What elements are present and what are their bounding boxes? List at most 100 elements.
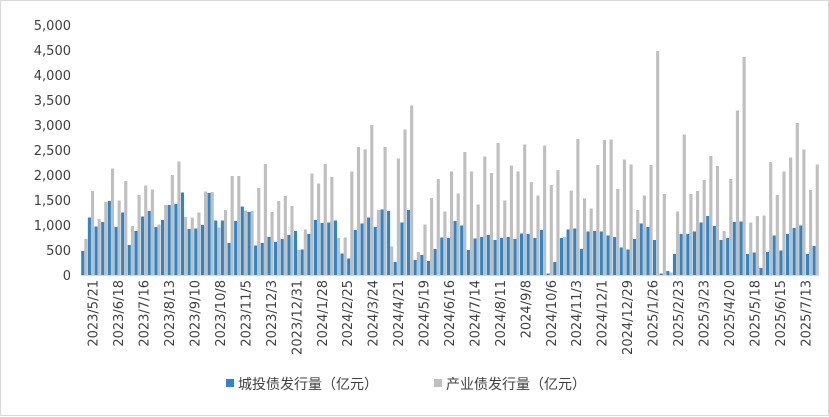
bar-chanye: [576, 139, 580, 275]
bar-chanye: [529, 182, 533, 275]
bars: [81, 51, 819, 275]
x-tick-label: 2023/12/31: [290, 280, 305, 355]
bar-chanye: [283, 196, 287, 275]
bar-chanye: [430, 198, 434, 275]
bar-chanye: [144, 185, 148, 275]
bar-chengtou: [526, 234, 530, 275]
bar-chengtou: [726, 238, 730, 275]
y-tick-label: 500: [46, 244, 71, 259]
bar-chanye: [237, 176, 241, 275]
bar-chengtou: [227, 243, 231, 275]
bar-chengtou: [420, 255, 424, 275]
legend-label-chanye: 产业债发行量（亿元）: [446, 377, 586, 393]
bar-chengtou: [327, 222, 331, 275]
bar-chengtou: [586, 231, 590, 275]
bar-chengtou: [200, 225, 204, 275]
bar-chanye: [390, 246, 394, 275]
bar-chengtou: [692, 231, 696, 275]
bar-chengtou: [799, 225, 803, 275]
bar-chengtou: [247, 212, 251, 275]
bar-chengtou: [453, 221, 457, 275]
bar-chengtou: [154, 227, 158, 275]
y-tick-label: 5,000: [34, 19, 71, 34]
bar-chengtou: [766, 252, 770, 275]
bar-chengtou: [287, 235, 291, 275]
bar-chanye: [696, 191, 700, 275]
bar-chengtou: [433, 249, 437, 275]
bar-chanye: [483, 156, 487, 275]
bar-chengtou: [746, 254, 750, 275]
bar-chengtou: [267, 237, 271, 275]
bar-chengtou: [260, 243, 264, 275]
bar-chengtou: [466, 250, 470, 275]
bar-chengtou: [141, 216, 145, 275]
x-tick-label: 2024/11/3: [570, 280, 585, 347]
bar-chengtou: [234, 221, 238, 275]
y-tick-label: 1,000: [34, 219, 71, 234]
bar-chengtou: [699, 222, 703, 275]
bar-chanye: [383, 147, 387, 275]
bar-chengtou: [546, 273, 550, 275]
bar-chengtou: [134, 231, 138, 275]
bar-chengtou: [240, 206, 244, 275]
bar-chanye: [363, 149, 367, 275]
x-tick-label: 2024/3/24: [367, 280, 382, 347]
bar-chanye: [370, 125, 374, 275]
bar-chanye: [789, 157, 793, 275]
bar-chengtou: [473, 238, 477, 275]
bar-chanye: [177, 161, 181, 275]
bar-chanye: [350, 171, 354, 275]
bar-chengtou: [633, 239, 637, 275]
bar-chanye: [722, 231, 726, 275]
bar-chanye: [642, 195, 646, 275]
bar-chengtou: [613, 237, 617, 275]
bar-chanye: [436, 179, 440, 275]
bar-chanye: [117, 200, 121, 275]
bar-chanye: [204, 191, 208, 275]
x-tick-label: 2024/8/11: [494, 280, 509, 347]
x-tick-label: 2023/8/13: [163, 280, 178, 347]
bar-chengtou: [187, 229, 191, 275]
y-tick-label: 2,500: [34, 144, 71, 159]
x-tick-label: 2025/7/13: [799, 280, 814, 347]
bar-chanye: [556, 170, 560, 275]
x-tick-label: 2025/1/26: [647, 280, 662, 347]
bar-chengtou: [659, 273, 663, 275]
bar-chanye: [729, 179, 733, 275]
bar-chengtou: [739, 221, 743, 275]
bar-chengtou: [174, 204, 178, 275]
bar-chanye: [749, 222, 753, 275]
x-tick-label: 2023/6/18: [112, 280, 127, 347]
bar-chengtou: [147, 211, 151, 275]
bar-chanye: [263, 164, 267, 275]
bar-chengtou: [347, 258, 351, 275]
bar-chengtou: [426, 261, 431, 275]
bar-chengtou: [340, 253, 344, 275]
bar-chengtou: [520, 233, 524, 275]
bar-chengtou: [779, 250, 783, 275]
bar-chanye: [543, 145, 547, 275]
x-tick-label: 2023/10/8: [214, 280, 229, 347]
bar-chengtou: [559, 238, 564, 275]
bar-chanye: [376, 210, 380, 275]
bar-chengtou: [672, 254, 677, 275]
bar-chengtou: [393, 262, 397, 275]
bar-chanye: [336, 238, 341, 275]
bar-chanye: [217, 227, 221, 275]
bar-chanye: [509, 165, 513, 275]
bar-chengtou: [619, 247, 623, 275]
bar-chanye: [702, 180, 706, 275]
bar-chanye: [795, 123, 799, 275]
bar-chengtou: [313, 220, 318, 275]
bar-chanye: [110, 168, 115, 275]
bar-chanye: [802, 149, 806, 275]
bar-chengtou: [486, 235, 490, 275]
bar-chengtou: [121, 212, 125, 275]
y-tick-label: 0: [63, 269, 71, 284]
legend-swatch-chanye: [434, 379, 442, 387]
bar-chengtou: [293, 231, 298, 275]
bar-chanye: [662, 194, 666, 275]
bar-chanye: [809, 190, 813, 275]
bar-chanye: [130, 226, 134, 275]
bar-chanye: [356, 147, 361, 275]
